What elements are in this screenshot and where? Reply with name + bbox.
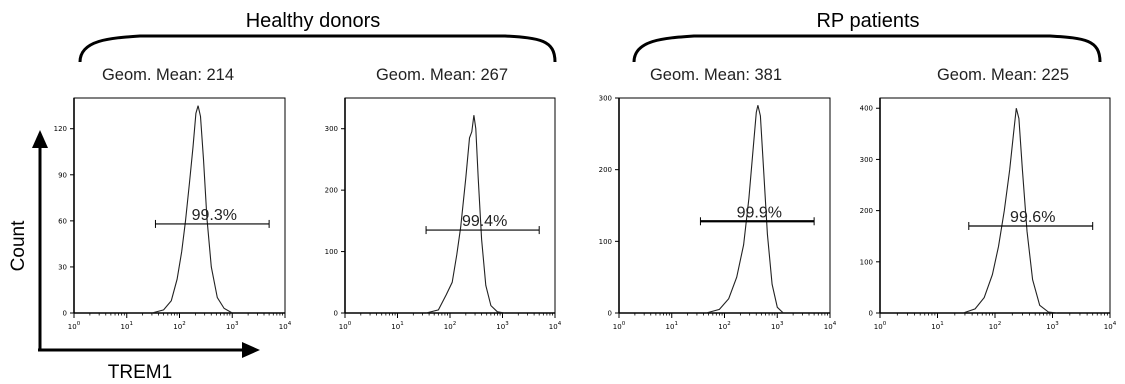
x-tick-label: 103 xyxy=(1046,321,1059,331)
plot-frame xyxy=(344,97,556,314)
x-tick-label: 104 xyxy=(279,321,292,331)
y-tick-label: 0 xyxy=(869,310,873,318)
x-tick-label: 104 xyxy=(549,321,562,331)
y-axis-title: Count xyxy=(8,220,29,271)
y-tick-label: 200 xyxy=(325,187,338,195)
x-tick-label: 101 xyxy=(666,321,678,331)
plot-frame xyxy=(879,97,1111,314)
x-tick-label: 103 xyxy=(226,321,239,331)
y-tick-label: 0 xyxy=(63,310,67,318)
y-tick-label: 30 xyxy=(58,263,67,271)
geom-mean-label: Geom. Mean: 381 xyxy=(650,66,782,84)
x-tick-label: 101 xyxy=(391,321,403,331)
x-tick-label: 100 xyxy=(339,321,352,331)
x-tick-label: 103 xyxy=(771,321,784,331)
x-tick-label: 101 xyxy=(931,321,943,331)
y-tick-label: 90 xyxy=(58,171,67,179)
y-tick-label: 300 xyxy=(325,125,338,133)
x-tick-label: 104 xyxy=(824,321,837,331)
y-tick-label: 300 xyxy=(860,156,873,164)
geom-mean-label: Geom. Mean: 267 xyxy=(376,66,508,84)
histogram-curve xyxy=(706,105,784,314)
x-tick-label: 102 xyxy=(444,321,456,331)
x-tick-label: 100 xyxy=(613,321,626,331)
trem1-axis-arrow xyxy=(38,342,260,358)
x-tick-label: 104 xyxy=(1104,321,1117,331)
histogram-curve xyxy=(151,105,233,314)
gate-percentage-label: 99.3% xyxy=(192,207,237,224)
group-title-rp-patients: RP patients xyxy=(816,10,919,32)
y-tick-label: 100 xyxy=(860,258,873,266)
y-tick-label: 120 xyxy=(54,125,67,133)
x-tick-label: 100 xyxy=(68,321,81,331)
geom-mean-label: Geom. Mean: 214 xyxy=(102,66,234,84)
x-tick-label: 102 xyxy=(989,321,1001,331)
x-tick-label: 103 xyxy=(496,321,509,331)
y-tick-label: 100 xyxy=(325,248,338,256)
count-axis-arrow xyxy=(32,130,48,350)
x-axis-title: TREM1 xyxy=(108,362,172,383)
y-tick-label: 300 xyxy=(599,95,612,103)
gate-percentage-label: 99.6% xyxy=(1010,209,1055,226)
group-title-healthy-donors: Healthy donors xyxy=(246,10,381,32)
y-tick-label: 0 xyxy=(334,310,338,318)
x-tick-label: 102 xyxy=(173,321,185,331)
x-tick-label: 100 xyxy=(874,321,887,331)
geom-mean-label: Geom. Mean: 225 xyxy=(937,66,1069,84)
y-tick-label: 400 xyxy=(860,105,873,113)
gate-percentage-label: 99.4% xyxy=(462,213,507,230)
histogram-panel-1: Geom. Mean: 214 0 30 60 90 120 100 101 102 103 104… xyxy=(54,66,292,331)
histogram-panels: Geom. Mean: 214 0 30 60 90 120 100 101 102 103 104… xyxy=(54,66,1117,331)
bracket-rp-patients xyxy=(632,34,1102,63)
y-tick-label: 60 xyxy=(58,217,67,225)
gate-percentage-label: 99.9% xyxy=(737,204,782,221)
plot-frame xyxy=(73,97,286,314)
histogram-curve xyxy=(963,108,1058,314)
bracket-healthy-donors xyxy=(78,34,557,63)
y-tick-label: 100 xyxy=(599,238,612,246)
x-tick-label: 101 xyxy=(121,321,133,331)
y-tick-label: 200 xyxy=(860,207,873,215)
y-tick-label: 200 xyxy=(599,166,612,174)
plot-frame xyxy=(618,97,831,314)
histogram-curve xyxy=(425,115,505,314)
y-tick-label: 0 xyxy=(608,310,612,318)
x-tick-label: 102 xyxy=(718,321,730,331)
